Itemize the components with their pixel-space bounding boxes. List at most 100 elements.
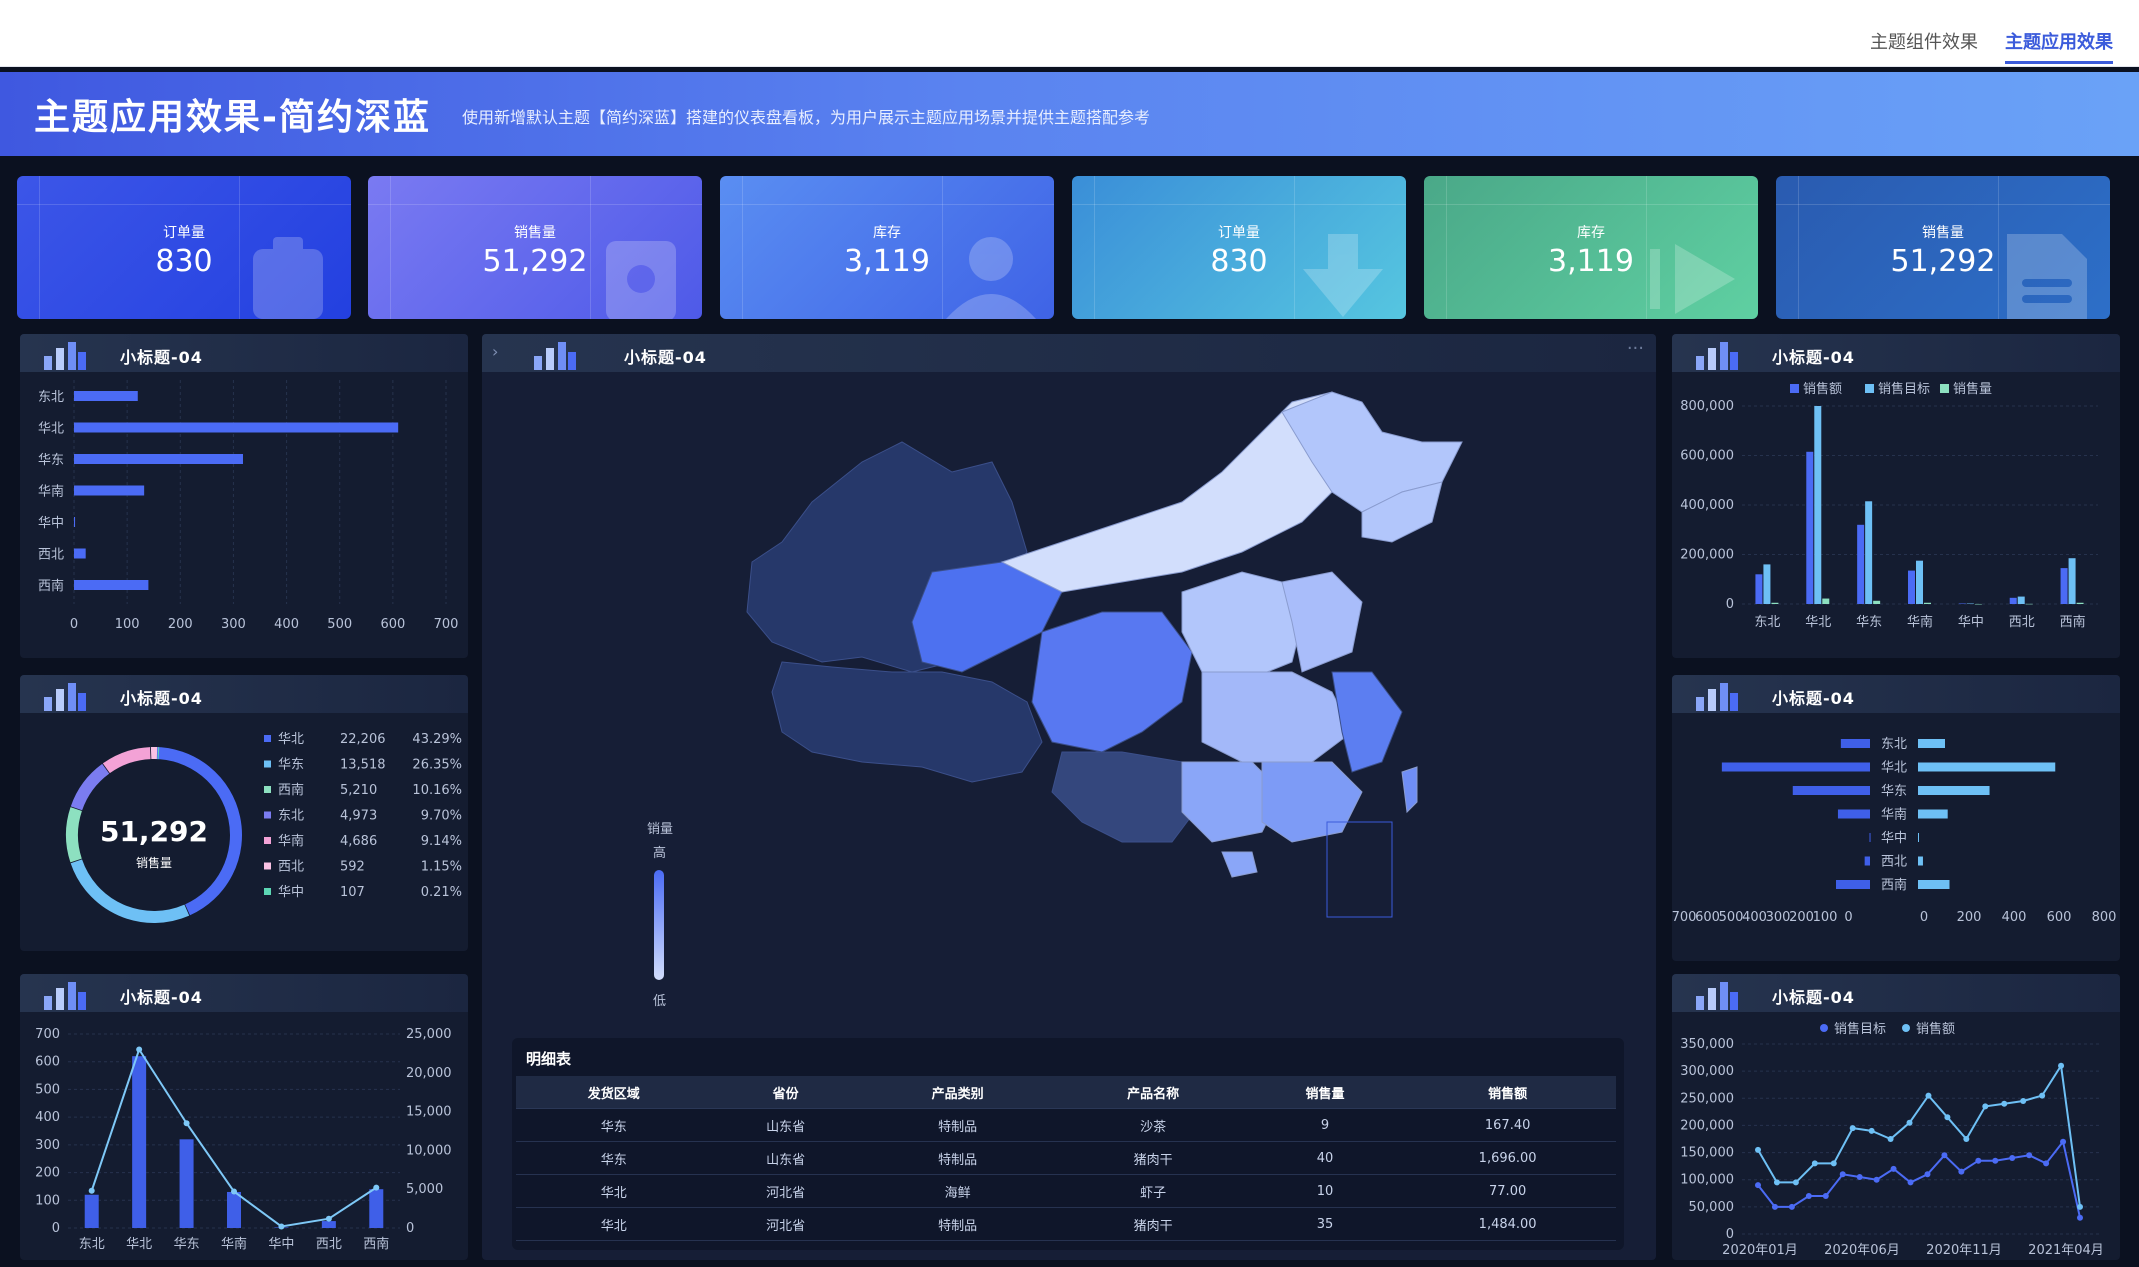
- map-region-guangdong[interactable]: [1261, 761, 1363, 843]
- donut-slice: [70, 859, 190, 923]
- kpi-card-orders-2[interactable]: 订单量 830: [1072, 176, 1406, 319]
- x-tick-label-left: 300: [1766, 910, 1791, 925]
- kpi-card-sales-2[interactable]: 销售量 51,292: [1776, 176, 2110, 319]
- bar: [132, 1056, 147, 1228]
- map-region-shandong[interactable]: [1281, 571, 1363, 673]
- col-header[interactable]: 省份: [711, 1076, 860, 1109]
- donut-total: 51,292: [100, 815, 208, 848]
- col-header[interactable]: 产品名称: [1055, 1076, 1251, 1109]
- line-point: [2077, 1203, 2083, 1210]
- line-point: [1992, 1157, 1999, 1164]
- map-region-heilongjiang[interactable]: [1281, 391, 1463, 513]
- download-icon: [1303, 234, 1383, 317]
- legend-swatch: [1865, 384, 1874, 393]
- line-point: [1873, 1176, 1880, 1183]
- map-region-hainan[interactable]: [1221, 851, 1258, 878]
- x-tick-label: 东北: [79, 1237, 105, 1252]
- table-row[interactable]: 华北 河北省 特制品 猪肉干 35 1,484.00: [516, 1207, 1616, 1241]
- map-legend-low: 低: [653, 994, 667, 1009]
- table-row[interactable]: 华北 河北省 海鲜 虾子 10 77.00: [516, 1174, 1616, 1208]
- x-tick-label: 西北: [2009, 615, 2035, 630]
- legend-value: 22,206: [340, 732, 386, 747]
- bar-chart-icon: [44, 342, 86, 370]
- bar-right: [1918, 833, 1919, 842]
- panel-horizontal-bar: 小标题-04 0 100 200 300 400 500 600 700 东北 华北 华东 华南 华中西…: [20, 334, 468, 658]
- x-tick-label-right: 0: [1920, 910, 1928, 925]
- legend-label: 销售目标: [1878, 381, 1930, 397]
- map-region-guangxi[interactable]: [1181, 761, 1283, 843]
- legend-swatch: [1790, 384, 1799, 393]
- col-header[interactable]: 发货区域: [516, 1076, 712, 1109]
- line-point: [1755, 1182, 1761, 1189]
- bar: [2025, 603, 2033, 605]
- x-tick-label: 华北: [1805, 615, 1831, 630]
- y-tick-label: 华北: [38, 422, 64, 437]
- col-header[interactable]: 销售量: [1250, 1076, 1400, 1109]
- bar-chart-icon: [44, 683, 86, 711]
- bar: [74, 422, 399, 433]
- table-row[interactable]: 华东 山东省 特制品 沙茶 9 167.40: [516, 1108, 1616, 1142]
- legend-swatch: [264, 862, 271, 870]
- map-region-xizang[interactable]: [771, 661, 1043, 783]
- bar: [1908, 570, 1915, 604]
- table-row[interactable]: 华东 山东省 特制品 猪肉干 40 1,696.00: [516, 1141, 1616, 1175]
- legend-label: 销售额: [1916, 1021, 1955, 1037]
- panel-title-bar: 小标题-04: [20, 675, 468, 713]
- legend-name: 西北: [278, 860, 304, 875]
- map-region-sichuan[interactable]: [1031, 611, 1193, 753]
- x-tick-label: 300: [221, 617, 246, 632]
- line-point: [1890, 1165, 1897, 1172]
- bar: [1873, 600, 1881, 604]
- tab-theme-application[interactable]: 主题应用效果: [2005, 28, 2113, 64]
- x-tick-label-left: 500: [1719, 910, 1744, 925]
- map-legend-gradient[interactable]: [654, 870, 664, 980]
- map-region-zhejiang[interactable]: [1331, 671, 1403, 773]
- col-header[interactable]: 产品类别: [859, 1076, 1056, 1109]
- y-tick-label: 西北: [38, 548, 64, 563]
- y-tick-label: 800,000: [1680, 399, 1734, 414]
- map-legend-high: 高: [653, 846, 667, 861]
- line-point: [1849, 1125, 1856, 1132]
- panel-title: 小标题-04: [1772, 689, 1855, 708]
- map-region-hubei[interactable]: [1201, 671, 1353, 763]
- bar-left: [1840, 739, 1870, 748]
- col-header[interactable]: 销售额: [1399, 1076, 1616, 1109]
- collapse-arrow-icon[interactable]: ›: [492, 342, 499, 361]
- bar-left: [1792, 786, 1870, 795]
- bar: [2076, 602, 2084, 604]
- line-point: [1924, 1171, 1931, 1178]
- tab-theme-components[interactable]: 主题组件效果: [1870, 32, 1978, 53]
- panel-donut: 小标题-04 51,292 销售量 华北 22,206 43.29% 华东 13,518 26…: [20, 675, 468, 951]
- panel-combo-chart: 小标题-04 0 100 200 300 400 500 600 700 0 5,000 10,00…: [20, 974, 468, 1260]
- category-label: 华中: [1881, 831, 1907, 846]
- bar-chart-icon: [1696, 342, 1738, 370]
- line-point: [1856, 1174, 1863, 1180]
- map-region-taiwan[interactable]: [1401, 766, 1418, 814]
- x-tick-label-left: 600: [1695, 910, 1720, 925]
- page-title: 主题应用效果-简约深蓝: [34, 97, 431, 138]
- bar-chart-icon: [44, 982, 86, 1010]
- line-point: [2026, 1152, 2033, 1159]
- map-region-jilin[interactable]: [1361, 481, 1443, 543]
- map-region-yunnan[interactable]: [1051, 751, 1203, 843]
- kpi-card-orders[interactable]: 订单量 830: [17, 176, 351, 319]
- map-region-shanxi[interactable]: [1181, 571, 1303, 683]
- legend-value: 4,973: [340, 809, 377, 824]
- legend-percent: 1.15%: [421, 860, 462, 875]
- line-point: [231, 1188, 237, 1195]
- kpi-card-sales[interactable]: 销售量 51,292: [368, 176, 702, 319]
- line-point: [2001, 1100, 2008, 1107]
- line-point: [1868, 1127, 1875, 1134]
- user-icon: [946, 237, 1036, 319]
- y-tick-label: 0: [1726, 597, 1734, 612]
- legend-percent: 9.14%: [421, 834, 462, 849]
- x-tick-label: 华东: [1856, 615, 1882, 630]
- x-tick-label: 400: [274, 617, 299, 632]
- line-point: [1941, 1152, 1948, 1159]
- more-options-icon[interactable]: ···: [1626, 338, 1644, 359]
- panel-title-bar: 小标题-04: [20, 334, 468, 372]
- kpi-card-inventory-2[interactable]: 库存 3,119: [1424, 176, 1758, 319]
- bar: [74, 485, 145, 496]
- legend-percent: 43.29%: [412, 732, 462, 747]
- kpi-card-inventory[interactable]: 库存 3,119: [720, 176, 1054, 319]
